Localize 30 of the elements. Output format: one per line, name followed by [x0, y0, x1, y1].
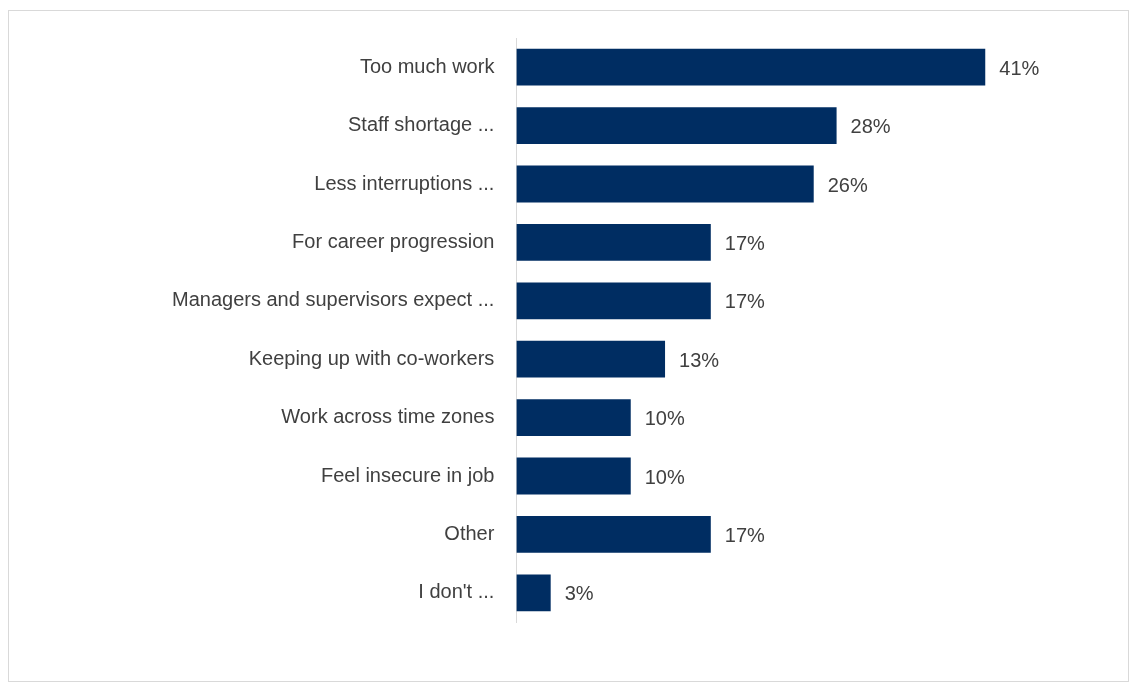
data-label: 13% [679, 348, 720, 371]
data-label: 17% [724, 523, 766, 546]
bar [516, 107, 837, 144]
bar [516, 340, 666, 378]
y-tick-label: Other [444, 521, 495, 544]
data-label: 17% [724, 290, 766, 313]
y-tick-label: For career progression [292, 229, 495, 252]
y-tick-label: Staff shortage ... [347, 113, 495, 136]
y-tick-label: Keeping up with co-workers [248, 346, 495, 369]
y-tick-label: Less interruptions ... [314, 171, 495, 194]
bar [516, 399, 631, 436]
bar [516, 457, 631, 495]
data-label: 3% [564, 582, 594, 605]
data-label: 28% [850, 115, 891, 138]
y-tick-label: Work across time zones [281, 405, 495, 428]
y-tick-label: Managers and supervisors expect ... [171, 288, 495, 311]
data-label: 26% [827, 173, 868, 196]
bar [516, 574, 551, 612]
bar [516, 282, 711, 320]
y-tick-label: I don't ... [418, 580, 495, 603]
y-tick-label: Feel insecure in job [320, 463, 495, 486]
bar [516, 165, 814, 203]
bar [516, 516, 711, 553]
data-label: 17% [724, 231, 766, 254]
bar [516, 224, 711, 261]
bar [516, 48, 986, 86]
y-tick-label: Too much work [359, 54, 496, 77]
data-label: 10% [644, 465, 685, 488]
data-label: 41% [999, 56, 1040, 79]
data-label: 10% [644, 407, 685, 430]
